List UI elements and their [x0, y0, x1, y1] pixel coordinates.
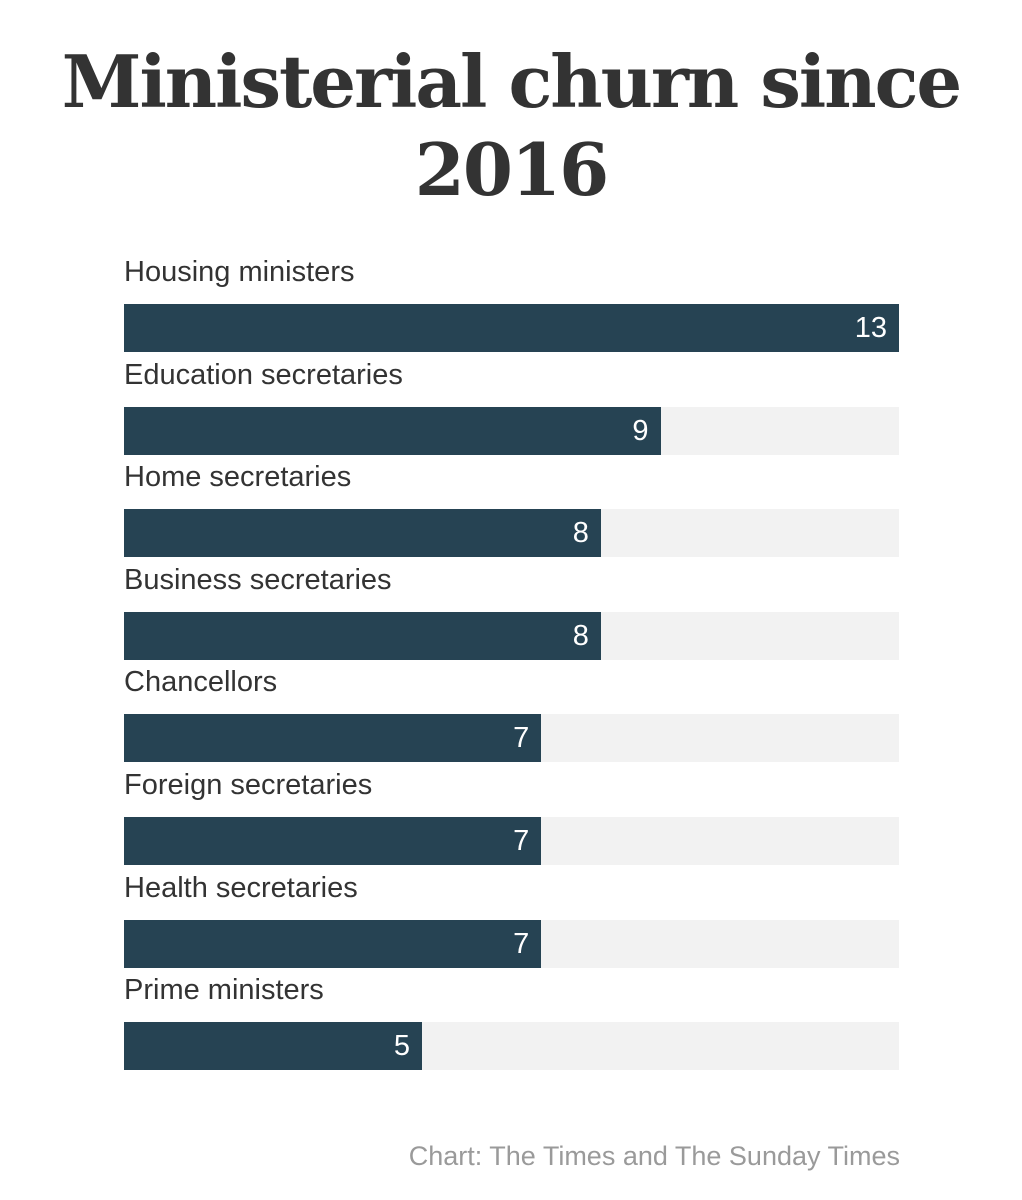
- bar-track: 7: [124, 919, 899, 968]
- bar-value-label: 13: [854, 312, 887, 344]
- bar-value-label: 7: [513, 825, 530, 857]
- bar: 7: [124, 919, 542, 968]
- bar-track: 9: [124, 406, 899, 455]
- bar: 7: [124, 714, 542, 763]
- bar: 13: [124, 304, 899, 352]
- bar: 7: [124, 817, 542, 865]
- category-label: Foreign secretaries: [124, 769, 373, 801]
- bar-track: 13: [124, 304, 899, 352]
- chart-source: Chart: The Times and The Sunday Times: [408, 1141, 900, 1171]
- bar: 5: [124, 1022, 423, 1071]
- bar-value-label: 8: [572, 619, 589, 652]
- chart-title: Ministerial churn since 2016: [61, 39, 962, 212]
- category-label: Housing ministers: [124, 256, 355, 288]
- bar-value-label: 7: [513, 722, 530, 755]
- category-label: Chancellors: [124, 666, 278, 699]
- bar: 8: [124, 611, 601, 660]
- category-label: Education secretaries: [124, 358, 403, 391]
- bar: 9: [124, 406, 661, 455]
- bar-track: 5: [124, 1022, 899, 1071]
- category-label: Business secretaries: [124, 563, 392, 596]
- bar-value-label: 9: [632, 414, 649, 447]
- bar-track: 7: [124, 714, 899, 763]
- bar-value-label: 8: [572, 517, 589, 550]
- bar-track: 8: [124, 611, 899, 660]
- bar-track: 7: [124, 817, 899, 865]
- category-label: Home secretaries: [124, 461, 352, 494]
- category-label: Health secretaries: [124, 871, 358, 904]
- bar-value-label: 7: [513, 927, 530, 960]
- bar-value-label: 5: [393, 1030, 411, 1063]
- bar: 8: [124, 509, 601, 558]
- bar-track: 8: [124, 509, 899, 558]
- category-label: Prime ministers: [124, 974, 324, 1007]
